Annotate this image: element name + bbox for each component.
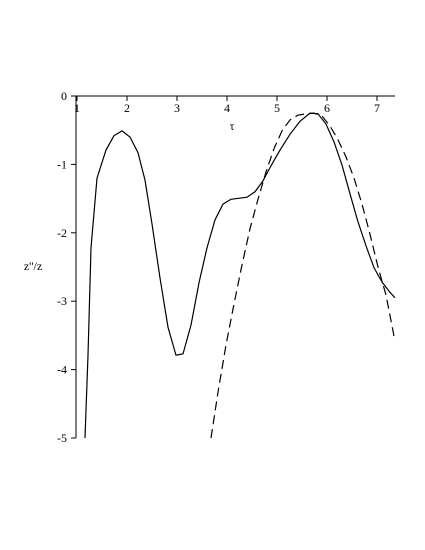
x-tick-label: 2 (124, 101, 130, 115)
x-tick-label: 6 (324, 101, 330, 115)
x-tick-label: 4 (224, 101, 230, 115)
x-tick-label: 5 (274, 101, 280, 115)
x-tick-label: 3 (174, 101, 180, 115)
y-tick-label: -2 (57, 226, 67, 240)
y-tick-label: -3 (57, 294, 67, 308)
series-line (84, 112, 396, 439)
series-line (210, 112, 395, 439)
x-axis-label: τ (230, 119, 235, 133)
y-tick-label: -5 (57, 431, 67, 445)
y-axis-label: z''/z (24, 259, 42, 273)
y-tick-label: 0 (61, 89, 67, 103)
y-tick-label: -4 (57, 363, 67, 377)
x-tick-label: 1 (74, 101, 80, 115)
x-tick-label: 7 (374, 101, 380, 115)
y-tick-label: -1 (57, 157, 67, 171)
